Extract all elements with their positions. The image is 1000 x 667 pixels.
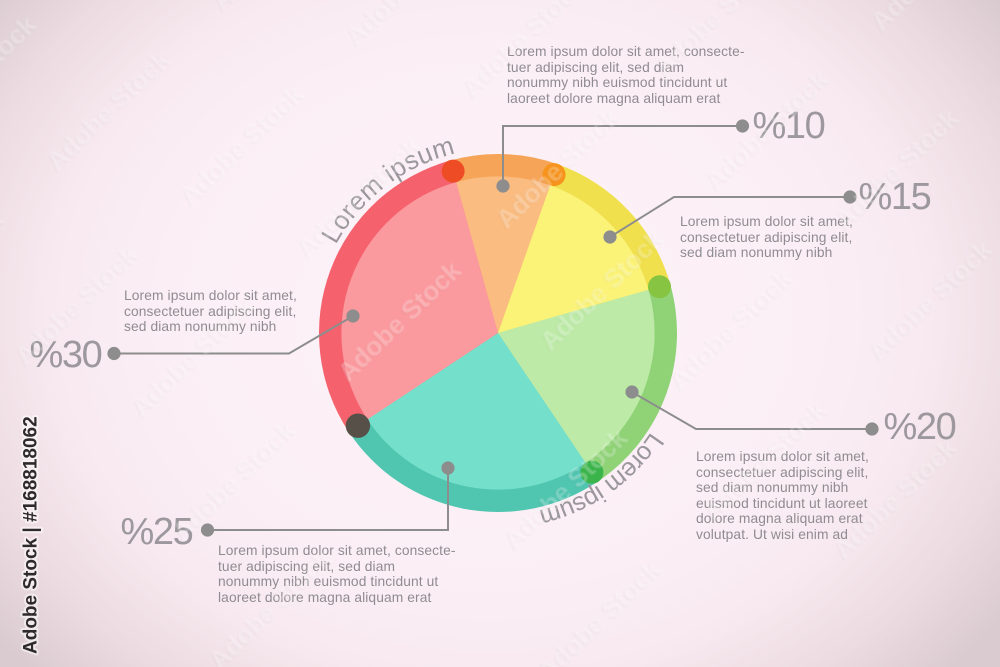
- svg-text:Adobe Stock: Adobe Stock: [203, 543, 339, 667]
- svg-text:Adobe Stock: Adobe Stock: [827, 432, 963, 564]
- svg-text:Adobe Stock: Adobe Stock: [532, 554, 668, 667]
- svg-text:Adobe Stock: Adobe Stock: [498, 422, 634, 554]
- svg-text:Adobe Stock: Adobe Stock: [9, 239, 145, 371]
- svg-text:Adobe Stock: Adobe Stock: [697, 394, 833, 526]
- svg-text:Adobe Stock: Adobe Stock: [456, 0, 592, 103]
- svg-text:Adobe Stock | #168818062: Adobe Stock | #168818062: [21, 416, 42, 654]
- svg-text:Adobe Stock: Adobe Stock: [663, 263, 799, 395]
- svg-text:Adobe Stock: Adobe Stock: [166, 414, 302, 546]
- svg-text:Adobe Stock: Adobe Stock: [829, 103, 965, 235]
- svg-text:Adobe Stock: Adobe Stock: [534, 224, 670, 356]
- svg-text:Adobe Stock: Adobe Stock: [125, 290, 261, 422]
- svg-text:Adobe Stock: Adobe Stock: [40, 44, 176, 176]
- svg-text:Adobe Stock: Adobe Stock: [174, 79, 310, 211]
- svg-text:Adobe Stock: Adobe Stock: [291, 130, 427, 262]
- svg-text:Adobe Stock | #168818062: Adobe Stock | #168818062: [21, 416, 42, 654]
- svg-text:Adobe Stock: Adobe Stock: [865, 0, 1000, 36]
- svg-text:Adobe Stock: Adobe Stock: [332, 255, 468, 387]
- svg-text:Adobe Stock: Adobe Stock: [206, 0, 342, 17]
- svg-text:Adobe Stock: Adobe Stock: [993, 272, 1000, 404]
- svg-text:Adobe Stock: Adobe Stock: [863, 234, 999, 366]
- svg-text:Adobe Stock: Adobe Stock: [648, 0, 784, 81]
- svg-text:Adobe Stock: Adobe Stock: [490, 102, 626, 234]
- svg-text:Adobe Stock: Adobe Stock: [0, 204, 10, 336]
- svg-text:Adobe Stock: Adobe Stock: [340, 0, 476, 51]
- svg-text:Adobe Stock: Adobe Stock: [699, 64, 835, 196]
- svg-text:Adobe Stock: Adobe Stock: [0, 9, 42, 141]
